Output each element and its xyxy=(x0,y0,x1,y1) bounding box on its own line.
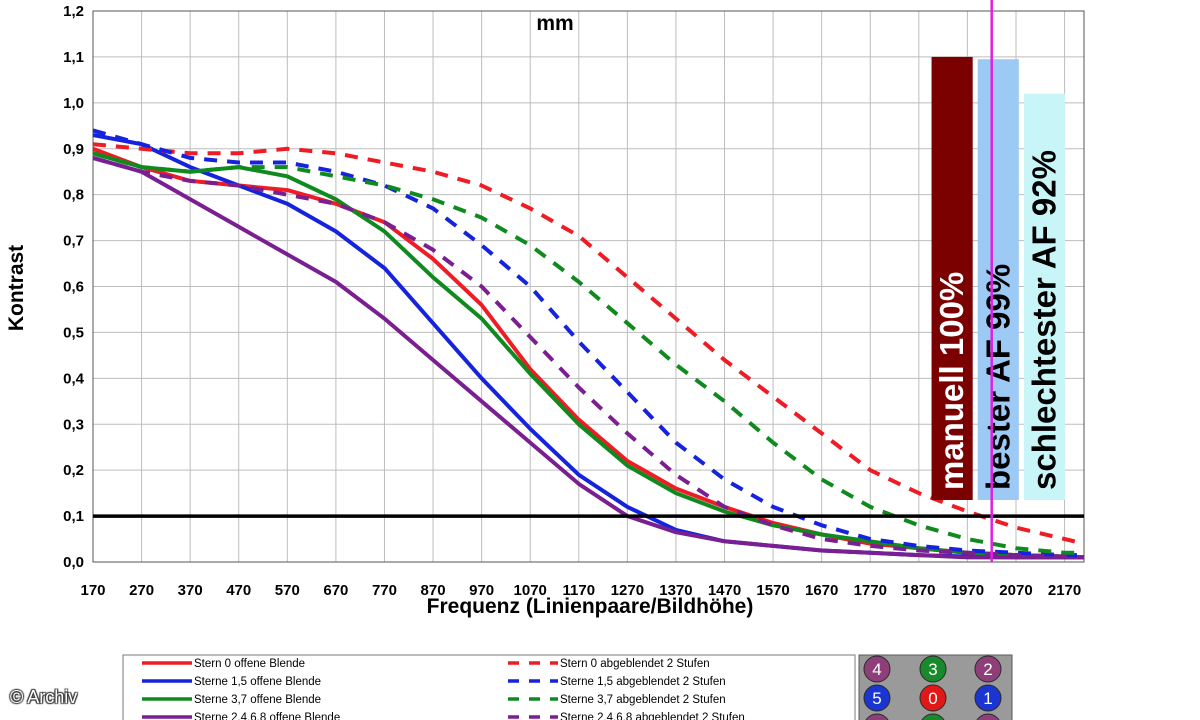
overlay-bar-1 xyxy=(931,56,973,501)
x-tick-label: 1670 xyxy=(805,582,838,599)
x-tick-label: 1770 xyxy=(854,582,887,599)
bars-layer: manuell 100% bester AF 99% schlechtester A… xyxy=(931,56,1065,501)
series-line-8 xyxy=(92,155,1085,560)
legend-item-label: Sterne 1,5 offene Blende xyxy=(194,676,321,688)
image-credit: © Archiv xyxy=(10,687,78,707)
y-tick-label: 0,9 xyxy=(63,141,84,158)
y-tick-label: 0,8 xyxy=(63,187,84,204)
y-tick-label: 0,4 xyxy=(63,370,85,387)
x-tick-label: 470 xyxy=(226,582,251,599)
star-marker-number: 3 xyxy=(928,660,937,679)
x-tick-label: 1270 xyxy=(611,582,644,599)
star-marker xyxy=(863,684,891,712)
x-tick-label: 970 xyxy=(469,582,494,599)
overlay-bar-3 xyxy=(1023,93,1065,501)
legend-box xyxy=(122,654,856,720)
y-tick-label: 1,0 xyxy=(63,95,84,112)
y-tick-label: 0,2 xyxy=(63,462,84,479)
x-tick-label: 1170 xyxy=(563,582,596,599)
legend-item-label: Sterne 2,4,6,8 offene Blende xyxy=(194,712,340,720)
star-marker-number: 5 xyxy=(872,689,881,708)
x-tick-label: 1070 xyxy=(514,582,547,599)
x-tick-label: 1870 xyxy=(902,582,935,599)
star-marker xyxy=(919,684,947,712)
overlay-bar-label: schlechtester AF 92% xyxy=(1025,150,1062,490)
x-tick-label: 1470 xyxy=(708,582,741,599)
x-axis-title: Frequenz (Linienpaare/Bildhöhe) xyxy=(427,595,754,618)
y-tick-label: 0,7 xyxy=(63,233,84,250)
series-line-5 xyxy=(92,142,1085,546)
overlay-bar-label: manuell 100% xyxy=(933,272,970,490)
y-tick-label: 0,1 xyxy=(63,508,84,525)
star-marker-number: 1 xyxy=(983,689,992,708)
legend-item-label: Stern 0 abgeblendet 2 Stufen xyxy=(560,658,710,670)
reference-lines xyxy=(93,0,1084,562)
legend-item-label: Sterne 3,7 offene Blende xyxy=(194,694,321,706)
legend: Stern 0 offene Blende Sterne 1,5 offene B… xyxy=(122,654,856,720)
x-tick-label: 1970 xyxy=(951,582,984,599)
x-tick-label: 170 xyxy=(80,582,105,599)
star-position-map: 4 3 2 5 0 1 xyxy=(858,654,1013,720)
star-marker xyxy=(863,655,891,683)
x-tick-label: 770 xyxy=(372,582,397,599)
overlay-bar-2 xyxy=(977,59,1019,501)
star-marker xyxy=(921,713,945,720)
x-tick-labels: 170 270 370 470 570 670 770 870 970 1070 1170 1270 1… xyxy=(80,582,1081,599)
y-tick-labels: 0,0 0,1 0,2 0,3 0,4 0,5 0,6 0,7 0,8 0,9 1,0 1,1 1,2 xyxy=(63,3,85,571)
x-tick-label: 1370 xyxy=(659,582,692,599)
x-tick-label: 670 xyxy=(323,582,348,599)
y-axis-title: Kontrast xyxy=(5,245,28,331)
star-marker xyxy=(974,684,1002,712)
star-marker xyxy=(974,655,1002,683)
series-layer xyxy=(92,128,1085,560)
y-tick-label: 1,1 xyxy=(63,49,84,66)
x-tick-label: 870 xyxy=(421,582,446,599)
star-marker-number: 2 xyxy=(983,660,992,679)
star-marker xyxy=(919,655,947,683)
x-tick-label: 2070 xyxy=(999,582,1032,599)
legend-item-label: Sterne 1,5 abgeblendet 2 Stufen xyxy=(560,676,726,688)
legend-item-label: Sterne 3,7 abgeblendet 2 Stufen xyxy=(560,694,726,706)
legend-item-label: Sterne 2,4,6,8 abgeblendet 2 Stufen xyxy=(560,712,745,720)
chart-title-fragment: mm xyxy=(536,12,573,35)
x-tick-label: 370 xyxy=(178,582,203,599)
x-tick-label: 570 xyxy=(275,582,300,599)
plot-frame xyxy=(92,10,1085,563)
star-marker xyxy=(865,713,889,720)
x-tick-label: 1570 xyxy=(756,582,789,599)
x-tick-label: 2170 xyxy=(1048,582,1081,599)
star-marker xyxy=(976,713,1000,720)
star-marker-number: 0 xyxy=(928,689,937,708)
series-line-4 xyxy=(92,155,1084,560)
y-tick-label: 0,0 xyxy=(63,554,84,571)
legend-item-label: Stern 0 offene Blende xyxy=(194,658,305,670)
x-tick-label: 270 xyxy=(129,582,154,599)
star-marker-number: 4 xyxy=(872,660,881,679)
series-line-7 xyxy=(92,151,1084,555)
overlay-bar-label: bester AF 99% xyxy=(979,264,1016,490)
y-tick-label: 0,5 xyxy=(63,324,84,341)
series-line-6 xyxy=(92,128,1084,558)
y-tick-label: 0,6 xyxy=(63,279,84,296)
y-tick-label: 0,3 xyxy=(63,416,84,433)
y-tick-label: 1,2 xyxy=(63,3,84,20)
